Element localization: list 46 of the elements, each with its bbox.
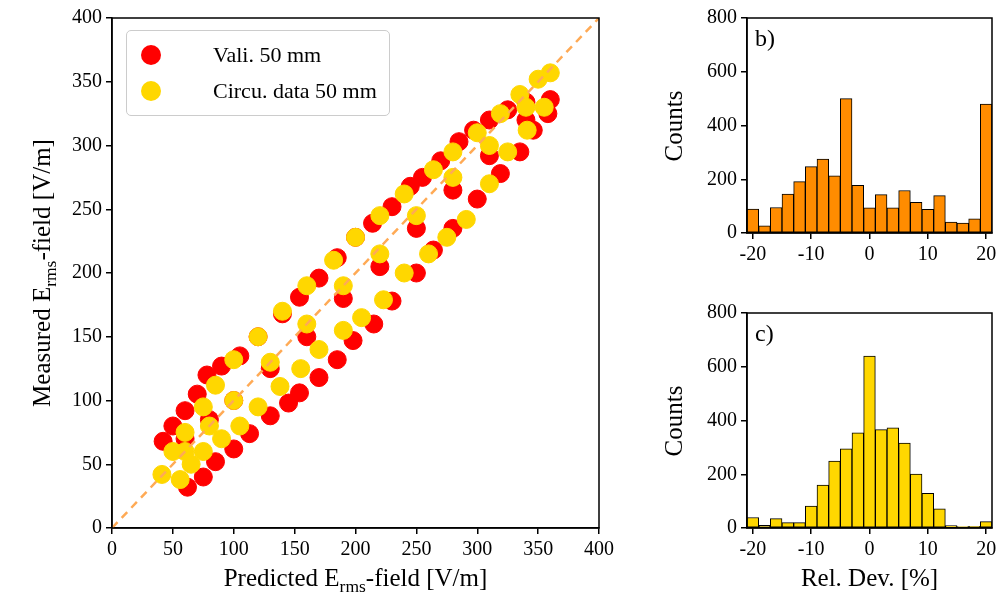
y-tick-label: 200: [707, 461, 737, 484]
y-tick-label: 400: [707, 112, 737, 135]
y-axis-title: Counts: [660, 385, 688, 456]
legend-label: Vali. 50 mm: [213, 42, 322, 68]
x-tick-label: 100: [218, 537, 249, 560]
y-tick-label: 400: [72, 5, 102, 28]
x-tick-label: 300: [462, 537, 493, 560]
y-tick-label: 0: [727, 515, 737, 538]
x-tick-label: 400: [584, 537, 614, 560]
x-tick-label: 0: [864, 242, 875, 265]
y-tick-label: 50: [82, 451, 102, 474]
x-tick-label: 250: [401, 537, 432, 560]
y-tick-label: 600: [707, 354, 737, 376]
x-tick-label: 10: [917, 242, 938, 265]
x-axis-title: Rel. Dev. [%]: [800, 564, 939, 592]
y-tick-label: 300: [72, 132, 102, 155]
annotation: b): [755, 25, 775, 52]
x-tick-label: 200: [340, 537, 371, 560]
x-tick-label: -10: [797, 537, 825, 560]
x-tick-label: 0: [864, 537, 875, 560]
x-tick-label: -20: [739, 242, 767, 265]
y-tick-label: 100: [72, 387, 102, 410]
legend-label: Circu. data 50 mm: [213, 78, 377, 104]
y-axis-title: Counts: [660, 90, 688, 161]
annotation: c): [755, 320, 774, 347]
x-tick-label: 0: [107, 537, 117, 560]
y-tick-label: 0: [727, 220, 737, 243]
y-tick-label: 200: [707, 166, 737, 189]
y-tick-label: 150: [72, 324, 102, 346]
y-tick-label: 800: [707, 5, 737, 28]
x-tick-label: -20: [739, 537, 767, 560]
x-tick-label: 10: [917, 537, 938, 560]
y-tick-label: 800: [707, 300, 737, 323]
x-tick-label: -10: [797, 242, 825, 265]
x-tick-label: 50: [162, 537, 183, 560]
y-tick-label: 200: [72, 260, 102, 283]
x-axis-title: Predicted E$_{rms}$-field [V/m]: [223, 564, 488, 597]
y-tick-label: 350: [72, 69, 102, 91]
x-tick-label: 20: [976, 242, 997, 265]
y-tick-label: 250: [72, 196, 102, 219]
x-tick-label: 150: [279, 537, 310, 560]
y-tick-label: 0: [92, 515, 102, 538]
y-tick-label: 400: [707, 407, 737, 430]
y-tick-label: 600: [707, 59, 737, 81]
x-tick-label: 350: [523, 537, 554, 560]
x-tick-label: 20: [976, 537, 997, 560]
